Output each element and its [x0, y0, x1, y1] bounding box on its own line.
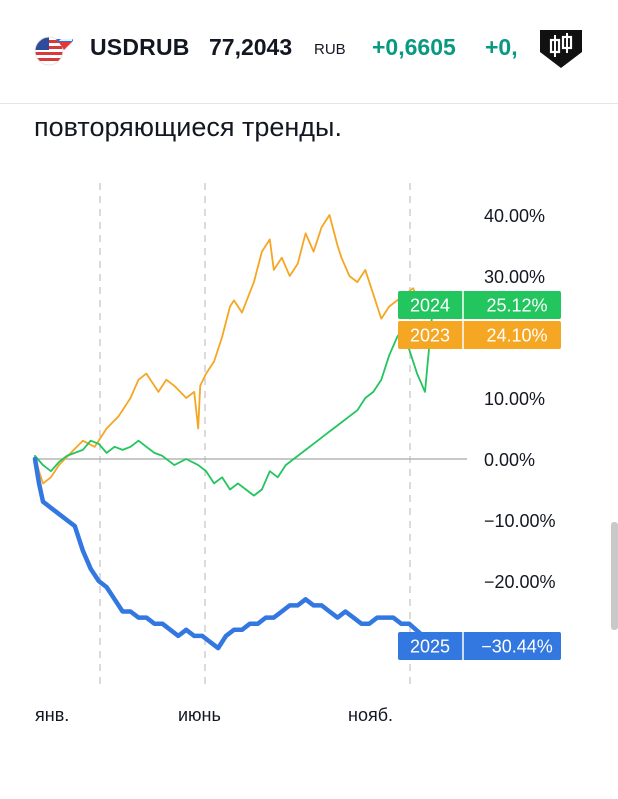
series-label-box-2024: [398, 291, 561, 319]
y-axis-tick-label: −10.00%: [484, 511, 556, 531]
us-ru-flag-icon: [34, 36, 73, 66]
y-axis-tick-label: −20.00%: [484, 572, 556, 592]
series-label-value: 24.10%: [486, 326, 547, 346]
series-line-2024: [34, 304, 434, 497]
series-label-box-2023: [398, 321, 561, 349]
series-label-name: 2025: [410, 637, 450, 657]
price-change-percent: +0,: [485, 34, 518, 60]
y-axis-tick-label: 10.00%: [484, 389, 545, 409]
x-axis-tick-label: нояб.: [348, 705, 393, 725]
series-line-2023: [34, 214, 434, 485]
x-axis-tick-label: янв.: [35, 705, 69, 725]
last-price: 77,2043: [209, 34, 293, 60]
series-label-name: 2024: [410, 296, 450, 316]
y-axis-tick-label: 0.00%: [484, 450, 535, 470]
series-label-value: −30.44%: [481, 637, 553, 657]
series-line-2025: [32, 456, 436, 651]
symbol-header: USDRUB 77,2043 RUB +0,6605 +0,: [0, 0, 618, 104]
scrollbar-thumb[interactable]: [611, 522, 618, 630]
series-label-box-2025: [398, 632, 561, 660]
series-label-value: 25.12%: [486, 296, 547, 316]
currency-label: RUB: [314, 41, 346, 58]
article-text-fragment: повторяющиеся тренды.: [34, 112, 342, 142]
candlestick-badge-icon[interactable]: [534, 24, 588, 72]
symbol-name[interactable]: USDRUB: [90, 34, 190, 60]
series-label-name: 2023: [410, 326, 450, 346]
seasonal-comparison-chart[interactable]: 40.00% 30.00% 10.00% 0.00% −10.00% −20.00% янв…: [0, 170, 618, 740]
y-axis-tick-label: 40.00%: [484, 206, 545, 226]
x-axis-tick-label: июнь: [178, 705, 221, 725]
price-change: +0,6605: [372, 34, 456, 60]
y-axis-tick-label: 30.00%: [484, 267, 545, 287]
